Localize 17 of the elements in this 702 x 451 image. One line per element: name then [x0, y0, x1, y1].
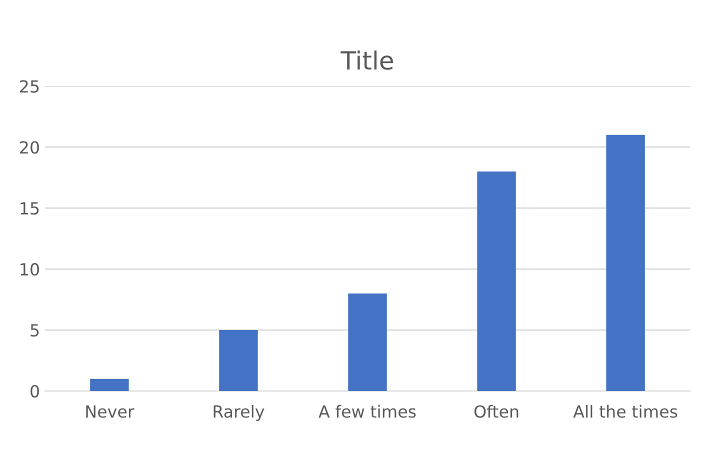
- y-tick-label: 0: [30, 384, 39, 398]
- bar: [606, 134, 645, 392]
- x-tick-label: Rarely: [214, 404, 264, 422]
- y-tick-label: 15: [20, 202, 39, 215]
- bar: [477, 172, 516, 392]
- bar: [90, 378, 129, 392]
- x-tick-label: All the times: [573, 404, 678, 418]
- bar: [348, 293, 387, 392]
- x-tick-label: A few times: [318, 404, 416, 418]
- chart-title: Title: [340, 50, 393, 70]
- y-tick-label: 5: [30, 324, 39, 337]
- bar: [219, 330, 258, 392]
- x-tick-label: Never: [86, 405, 134, 418]
- y-tick-label: 20: [20, 141, 39, 154]
- y-tick-label: 10: [20, 263, 39, 276]
- x-tick-label: Often: [474, 404, 518, 418]
- y-tick-label: 25: [20, 80, 39, 93]
